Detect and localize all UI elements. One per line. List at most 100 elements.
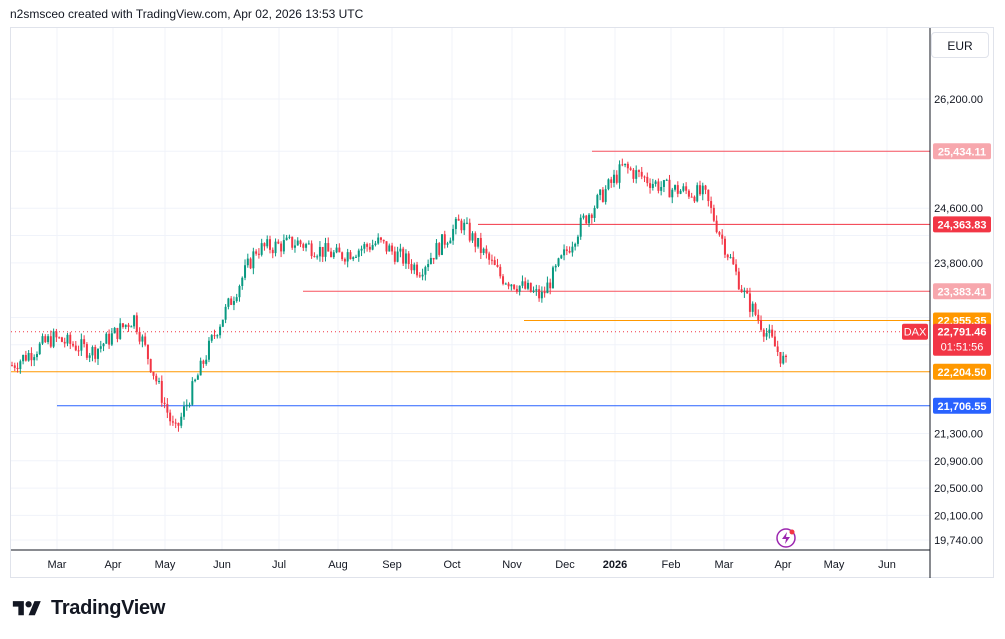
candle-body <box>58 337 61 339</box>
candle-body <box>202 360 205 364</box>
candle-body <box>230 298 233 305</box>
candle-body <box>316 256 319 258</box>
x-axis-tick-label: 2026 <box>603 559 627 571</box>
candle-body <box>460 220 463 231</box>
event-bolt-icon-glyph <box>782 532 790 544</box>
candle-body <box>332 252 335 258</box>
candle-body <box>280 243 283 252</box>
candle-body <box>721 234 724 239</box>
y-axis-tick-label: 20,100.00 <box>934 510 983 522</box>
price-level-label: 23,383.41 <box>938 286 987 298</box>
candle-body <box>457 218 460 221</box>
candle-body <box>105 333 108 344</box>
candle-body <box>163 402 166 404</box>
candle-body <box>521 281 524 286</box>
candle-body <box>712 207 715 221</box>
candle-body <box>585 215 588 224</box>
candle-body <box>180 416 183 426</box>
candle-body <box>52 331 55 347</box>
candle-body <box>22 355 25 362</box>
candle-body <box>330 251 333 258</box>
candle-body <box>366 244 369 247</box>
candle-body <box>135 315 138 332</box>
candle-body <box>757 314 760 321</box>
candle-body <box>232 301 235 305</box>
axis-layer: 26,200.00 24,600.00 23,800.00 21,300.00 20,9… <box>11 28 983 578</box>
candle-body <box>113 327 116 334</box>
candle-body <box>282 240 285 252</box>
candle-body <box>582 215 585 218</box>
candle-body <box>363 244 366 249</box>
price-level-label-bg <box>933 283 991 300</box>
y-axis-tick-label: 26,200.00 <box>934 94 983 106</box>
candle-body <box>538 289 541 299</box>
candle-body <box>696 185 699 202</box>
candle-body <box>385 241 388 252</box>
price-level-label-bg <box>933 143 991 160</box>
price-chart[interactable]: 26,200.00 24,600.00 23,800.00 21,300.00 20,9… <box>0 0 1005 590</box>
candle-body <box>160 380 163 403</box>
candle-body <box>754 303 757 315</box>
candle-body <box>382 239 385 242</box>
candle-body <box>35 354 38 358</box>
candle-body <box>474 233 477 247</box>
candle-body <box>127 324 130 328</box>
price-level-label-bg <box>933 397 991 414</box>
candle-body <box>518 285 521 292</box>
candle-body <box>249 258 252 269</box>
candle-body <box>66 334 69 344</box>
candle-body <box>657 181 660 191</box>
candle-body <box>285 237 288 241</box>
candle-body <box>371 245 374 250</box>
candle-body <box>219 326 222 336</box>
candle-body <box>546 282 549 294</box>
candle-body <box>626 163 629 169</box>
candle-body <box>432 257 435 260</box>
candle-body <box>568 250 571 253</box>
x-axis-tick-label: May <box>155 559 176 571</box>
candle-body <box>751 303 754 312</box>
candle-body <box>762 329 765 337</box>
candle-body <box>649 183 652 188</box>
candle-body <box>307 243 310 245</box>
candle-body <box>707 189 710 202</box>
x-axis-tick-label: Nov <box>502 559 522 571</box>
candle-body <box>349 252 352 260</box>
price-level-label: 25,434.11 <box>938 146 986 158</box>
candle-body <box>773 336 776 347</box>
candle-body <box>352 257 355 260</box>
candle-body <box>38 343 41 355</box>
candle-body <box>30 353 33 361</box>
bar-countdown-label: 01:51:56 <box>941 342 984 354</box>
candle-body <box>624 163 627 166</box>
candle-body <box>748 293 751 312</box>
candle-body <box>27 353 30 361</box>
candle-body <box>183 406 185 417</box>
candle-body <box>482 248 485 253</box>
candle-body <box>665 179 668 181</box>
candle-body <box>99 346 102 349</box>
candle-body <box>85 344 88 358</box>
candle-body <box>427 264 430 268</box>
x-axis-tick-label: Feb <box>662 559 681 571</box>
candle-body <box>629 168 632 170</box>
candle-body <box>488 253 491 260</box>
chart-frame[interactable] <box>10 27 994 578</box>
candle-body <box>646 176 649 184</box>
candle-body <box>465 222 468 224</box>
candle-body <box>108 333 111 345</box>
candle-body <box>80 339 83 351</box>
grid-layer <box>11 28 929 550</box>
x-axis-tick-label: Mar <box>48 559 67 571</box>
candle-body <box>643 176 646 178</box>
candle-body <box>97 348 99 359</box>
candle-body <box>260 243 263 255</box>
candle-body <box>718 232 721 235</box>
currency-selector-button[interactable]: EUR <box>931 32 989 58</box>
candle-body <box>152 371 155 376</box>
candle-body <box>635 170 638 179</box>
candle-body <box>341 252 344 260</box>
candle-body <box>133 315 136 327</box>
label-layer: 25,434.1124,363.8323,383.4122,955.3522,2… <box>776 143 991 548</box>
tradingview-logo[interactable]: TradingView <box>11 597 165 620</box>
